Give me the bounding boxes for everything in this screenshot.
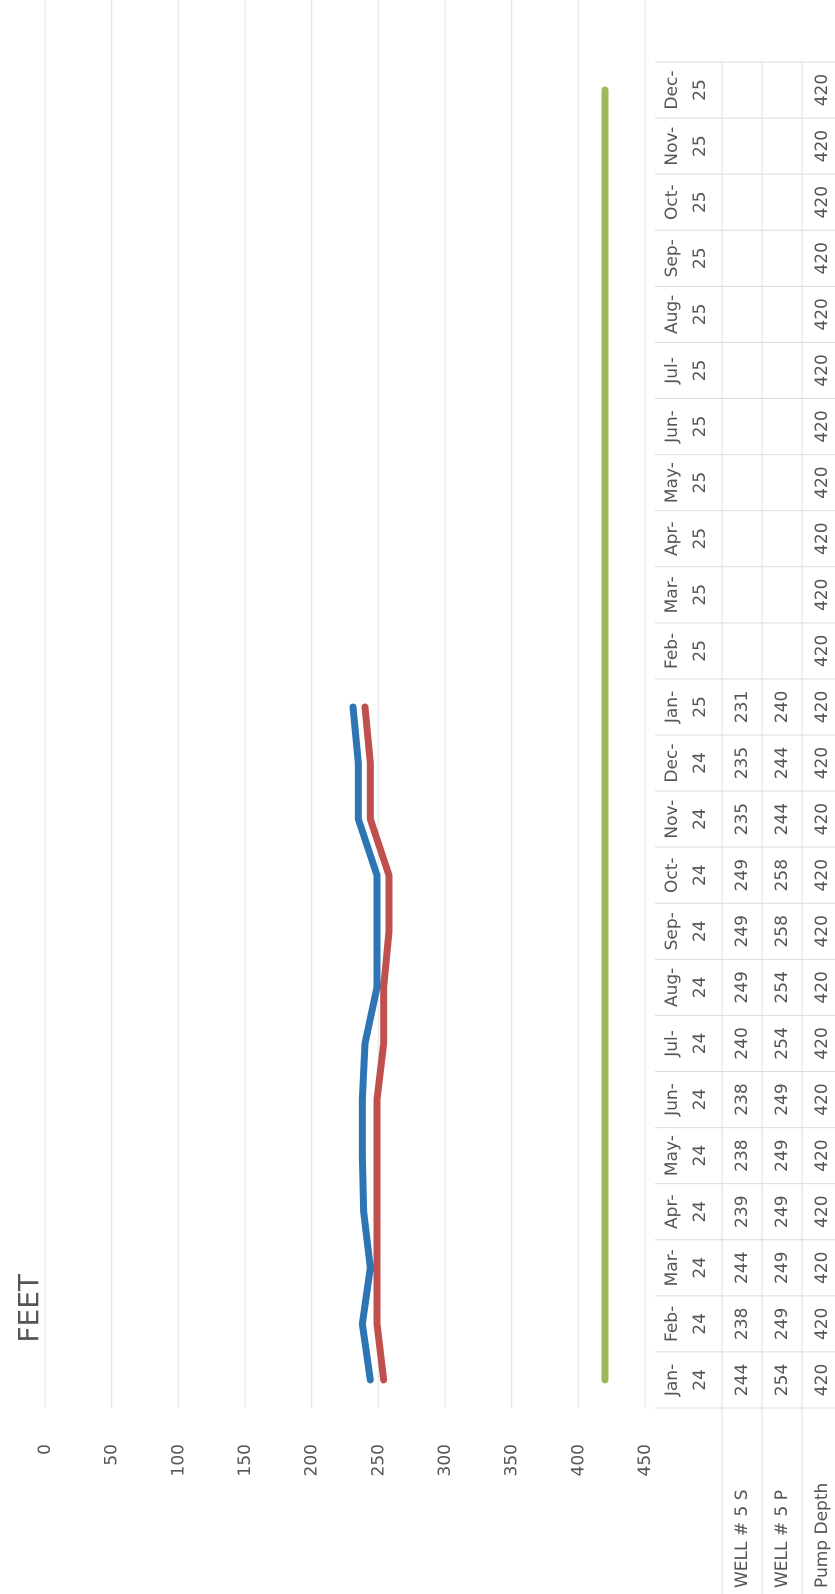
- table-cell: 420: [812, 635, 832, 667]
- x-tick-label: Feb- 25: [662, 633, 710, 669]
- table-cell: 254: [772, 1364, 792, 1396]
- table-cell: 249: [772, 1308, 792, 1340]
- table-cell: 258: [772, 915, 792, 947]
- x-tick-label: Mar- 25: [662, 576, 710, 613]
- y-tick-label: 250: [368, 1444, 388, 1476]
- x-tick-label: Jul- 25: [662, 357, 710, 385]
- table-cell: 249: [772, 1195, 792, 1227]
- table-cell: 420: [812, 1308, 832, 1340]
- x-tick-label: Aug- 24: [662, 968, 710, 1007]
- x-tick-label: Dec- 25: [662, 71, 710, 110]
- table-cell: 240: [732, 1027, 752, 1059]
- table-cell: 254: [772, 971, 792, 1003]
- table-cell: 420: [812, 971, 832, 1003]
- table-cell: 420: [812, 579, 832, 611]
- x-tick-label: Apr- 24: [662, 1194, 710, 1228]
- table-cell: 238: [732, 1083, 752, 1115]
- y-tick-label: 200: [302, 1444, 322, 1476]
- table-cell: 249: [772, 1083, 792, 1115]
- table-cell: 239: [732, 1195, 752, 1227]
- table-cell: 420: [812, 747, 832, 779]
- x-tick-label: Jan- 25: [662, 691, 710, 724]
- y-tick-label: 150: [235, 1444, 255, 1476]
- line: [349, 703, 381, 1384]
- table-cell: 238: [732, 1308, 752, 1340]
- table-cell: 240: [772, 691, 792, 723]
- table-cell: 420: [812, 1195, 832, 1227]
- table-cell: 420: [812, 466, 832, 498]
- table-cell: 420: [812, 522, 832, 554]
- x-tick-label: Jun- 24: [662, 1083, 710, 1117]
- table-cell: 244: [732, 1252, 752, 1284]
- table-cell: 235: [732, 803, 752, 835]
- x-tick-label: May- 24: [662, 1135, 710, 1176]
- x-tick-label: Jun- 25: [662, 410, 710, 444]
- legend-label: WELL # 5 S: [732, 1489, 752, 1588]
- y-tick-label: 450: [635, 1444, 655, 1476]
- y-tick-label: 100: [168, 1444, 188, 1476]
- y-tick-label: 400: [568, 1444, 588, 1476]
- table-cell: 420: [812, 1139, 832, 1171]
- x-tick-label: Nov- 24: [662, 800, 710, 839]
- x-tick-label: Aug- 25: [662, 295, 710, 334]
- x-tick-label: Apr- 25: [662, 521, 710, 555]
- table-cell: 420: [812, 298, 832, 330]
- table-cell: 420: [812, 915, 832, 947]
- x-tick-label: Dec- 24: [662, 744, 710, 783]
- table-cell: 420: [812, 1252, 832, 1284]
- table-cell: 420: [812, 410, 832, 442]
- table-cell: 249: [732, 915, 752, 947]
- table-cell: 420: [812, 1027, 832, 1059]
- table-cell: 420: [812, 354, 832, 386]
- table-cell: 420: [812, 130, 832, 162]
- table-cell: 420: [812, 803, 832, 835]
- axis-title: FEET: [12, 1273, 45, 1342]
- table-cell: 231: [732, 691, 752, 723]
- x-tick-label: Oct- 25: [662, 184, 710, 220]
- table-cell: 244: [732, 1364, 752, 1396]
- table-cell: 244: [772, 803, 792, 835]
- x-tick-label: Jan- 24: [662, 1364, 710, 1397]
- legend-label: Pump Depth: [812, 1483, 832, 1588]
- table-cell: 249: [732, 859, 752, 891]
- table-cell: 238: [732, 1139, 752, 1171]
- table-cell: 258: [772, 859, 792, 891]
- table-cell: 244: [772, 747, 792, 779]
- x-tick-label: May- 25: [662, 462, 710, 503]
- table-cell: 420: [812, 242, 832, 274]
- y-tick-label: 50: [102, 1444, 122, 1466]
- table-cell: 420: [812, 74, 832, 106]
- table-cell: 249: [772, 1139, 792, 1171]
- x-tick-label: Sep- 25: [662, 239, 710, 277]
- table-cell: 420: [812, 859, 832, 891]
- x-tick-label: Feb- 24: [662, 1306, 710, 1342]
- x-tick-label: Sep- 24: [662, 912, 710, 950]
- x-tick-label: Jul- 24: [662, 1030, 710, 1058]
- x-tick-label: Mar- 24: [662, 1249, 710, 1286]
- table-cell: 249: [732, 971, 752, 1003]
- legend-label: WELL # 5 P: [772, 1490, 792, 1588]
- table-cell: 254: [772, 1027, 792, 1059]
- line: [361, 703, 393, 1384]
- x-tick-label: Oct- 24: [662, 857, 710, 893]
- x-tick-label: Nov- 25: [662, 127, 710, 166]
- table-cell: 420: [812, 1083, 832, 1115]
- table-cell: 420: [812, 1364, 832, 1396]
- y-tick-label: 350: [502, 1444, 522, 1476]
- table-cell: 420: [812, 691, 832, 723]
- table-cell: 249: [772, 1252, 792, 1284]
- y-tick-label: 300: [435, 1444, 455, 1476]
- table-cell: 420: [812, 186, 832, 218]
- table-cell: 235: [732, 747, 752, 779]
- y-tick-label: 0: [35, 1444, 55, 1455]
